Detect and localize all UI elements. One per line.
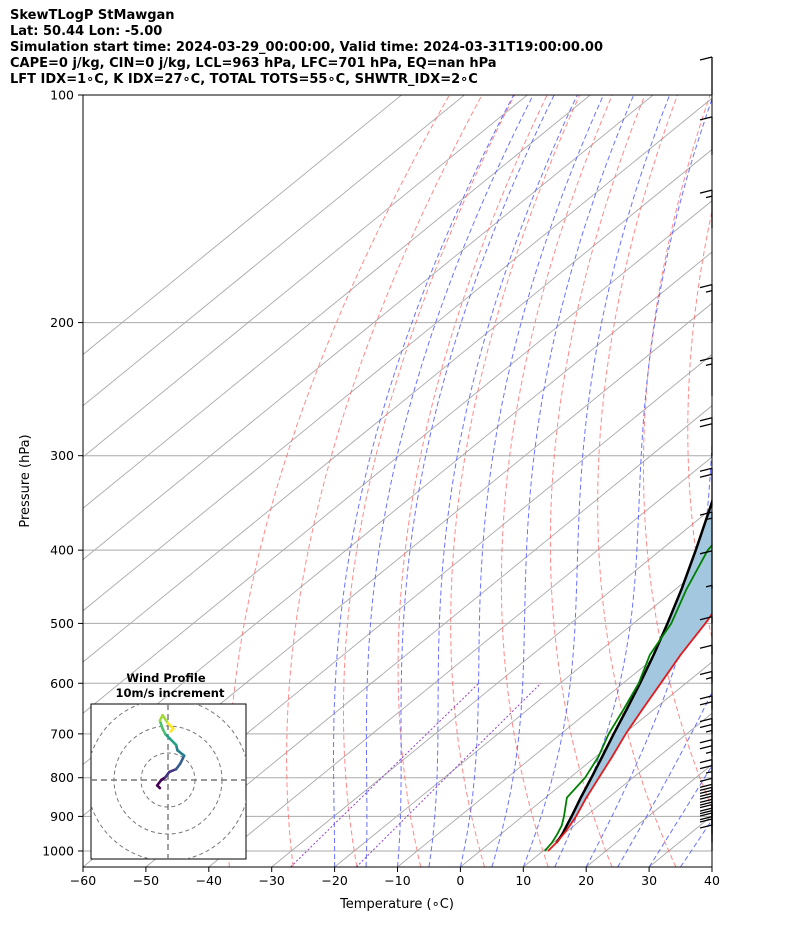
- isotherm-30: [648, 815, 712, 867]
- isotherm--140: [83, 95, 528, 458]
- dry-adiabat: [397, 95, 548, 867]
- parcel-line: [555, 497, 712, 844]
- x-tick-label: −30: [259, 873, 285, 888]
- wind-barb: [699, 283, 713, 323]
- moist-adiabat: [428, 95, 578, 867]
- wind-barb: [699, 550, 713, 589]
- moist-adiabat: [585, 435, 712, 867]
- y-tick-label: 300: [50, 448, 74, 463]
- wind-barb: [705, 584, 713, 624]
- dewpoint-line: [544, 544, 712, 852]
- isotherm--120: [83, 95, 654, 561]
- y-tick-label: 500: [50, 616, 74, 631]
- x-tick-label: 20: [578, 873, 594, 888]
- x-axis-label: Temperature (∘C): [339, 897, 454, 912]
- dry-adiabat: [286, 95, 483, 867]
- y-tick-label: 200: [50, 315, 74, 330]
- x-tick-label: −10: [384, 873, 410, 888]
- y-tick-label: 900: [50, 809, 74, 824]
- y-tick-label: 1000: [42, 843, 74, 858]
- x-tick-label: 0: [456, 873, 464, 888]
- isotherm--90: [83, 200, 712, 714]
- inset-title: Wind Profile: [126, 671, 206, 685]
- y-tick-label: 700: [50, 726, 74, 741]
- mixing-ratio-line: [355, 682, 542, 867]
- wind-profile-inset: [90, 703, 247, 860]
- moist-adiabat: [365, 95, 534, 867]
- moist-adiabat: [491, 95, 635, 867]
- isotherm--150: [83, 95, 465, 407]
- isotherm--20: [334, 558, 712, 867]
- x-tick-label: −40: [196, 873, 222, 888]
- isotherm--110: [83, 97, 712, 612]
- inset-subtitle: 10m/s increment: [116, 686, 225, 700]
- isotherm--160: [83, 95, 402, 356]
- wind-barb: [699, 357, 713, 396]
- hodograph-segment: [178, 754, 186, 766]
- hodograph-segment: [158, 719, 164, 731]
- x-tick-label: 10: [515, 873, 531, 888]
- mixing-ratio-line: [290, 682, 480, 867]
- time-line: Simulation start time: 2024-03-29_00:00:…: [10, 40, 603, 55]
- hodograph-segment: [169, 727, 175, 733]
- moist-adiabat: [554, 97, 712, 867]
- y-axis-label: Pressure (hPa): [18, 434, 33, 527]
- isotherm--100: [83, 148, 712, 663]
- hodograph-segment: [161, 713, 170, 725]
- hodograph-rings: [91, 704, 246, 859]
- moist-adiabat: [522, 95, 671, 867]
- dry-adiabat: [343, 95, 516, 867]
- isotherm--10: [397, 610, 712, 867]
- moist-adiabat: [711, 866, 712, 867]
- moist-adiabat: [333, 95, 515, 867]
- indices-line-1: CAPE=0 j/kg, CIN=0 j/kg, LCL=963 hPa, LF…: [10, 56, 497, 71]
- dry-adiabat: [687, 209, 712, 640]
- isotherm-20: [585, 763, 712, 867]
- moist-adiabat: [459, 95, 604, 867]
- isotherm--40: [208, 456, 712, 867]
- indices-line-2: LFT IDX=1∘C, K IDX=27∘C, TOTAL TOTS=55∘C…: [10, 72, 478, 87]
- axes: −60 −50 −40 −30 −20 −10 0 10 20 30 40 100 200 300 400 5…: [42, 88, 720, 889]
- x-tick-label: 30: [641, 873, 657, 888]
- isotherm--50: [145, 405, 712, 867]
- moist-adiabat: [680, 818, 712, 867]
- hodograph-segment: [176, 748, 186, 758]
- moist-adiabat: [648, 764, 712, 867]
- dry-adiabat: [597, 95, 678, 867]
- y-tick-label: 600: [50, 676, 74, 691]
- dry-adiabat: [500, 95, 613, 867]
- location-line: Lat: 50.44 Lon: -5.00: [10, 24, 163, 39]
- dry-adiabat: [773, 95, 794, 867]
- wind-barb: [699, 56, 713, 95]
- dry-adiabat: [549, 95, 646, 867]
- isotherm--30: [271, 507, 712, 867]
- wind-barb: [699, 467, 713, 507]
- dry-adiabat: [731, 95, 794, 867]
- chart-title: SkewTLogP StMawgan: [10, 8, 175, 23]
- isotherm-10: [523, 712, 712, 867]
- wind-barb: [699, 116, 713, 155]
- moist-adiabat: [397, 95, 555, 867]
- x-tick-label: −20: [321, 873, 347, 888]
- x-tick-label: −60: [70, 873, 96, 888]
- x-tick-label: −50: [133, 873, 159, 888]
- y-tick-label: 100: [50, 88, 74, 103]
- wind-barb: [699, 717, 713, 757]
- wind-barbs: [699, 56, 713, 851]
- isotherm-40: [711, 866, 712, 867]
- wind-barb: [699, 417, 713, 456]
- x-tick-label: 40: [704, 873, 720, 888]
- wind-barb: [699, 511, 713, 551]
- dry-adiabat: [450, 95, 581, 867]
- isotherm-50: [775, 95, 794, 867]
- y-tick-label: 400: [50, 543, 74, 558]
- dry-adiabat: [643, 95, 712, 810]
- y-tick-label: 800: [50, 770, 74, 785]
- chart-title-block: SkewTLogP StMawgan Lat: 50.44 Lon: -5.00…: [10, 8, 603, 88]
- temperature-line: [547, 612, 712, 852]
- isotherm--130: [83, 95, 591, 509]
- wind-barb: [699, 189, 713, 229]
